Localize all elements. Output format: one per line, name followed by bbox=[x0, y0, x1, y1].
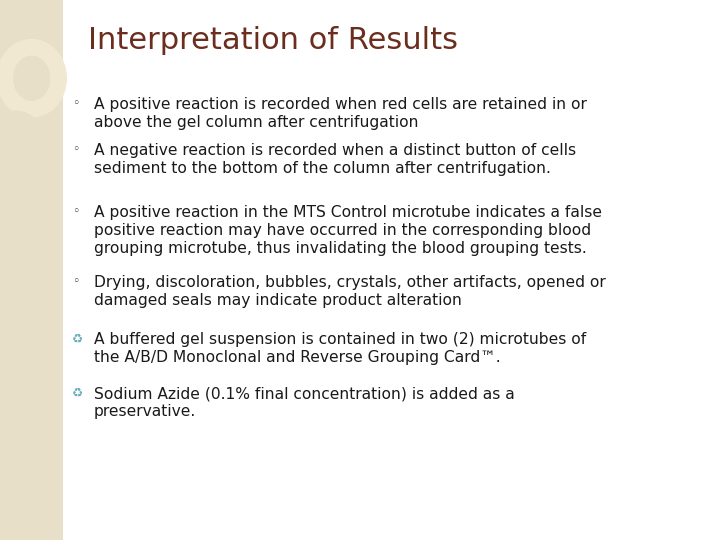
Text: A positive reaction in the MTS Control microtube indicates a false
positive reac: A positive reaction in the MTS Control m… bbox=[94, 205, 602, 256]
Text: Interpretation of Results: Interpretation of Results bbox=[88, 26, 458, 55]
Text: ◦: ◦ bbox=[72, 97, 79, 110]
Text: Drying, discoloration, bubbles, crystals, other artifacts, opened or
damaged sea: Drying, discoloration, bubbles, crystals… bbox=[94, 275, 606, 308]
Text: ◦: ◦ bbox=[72, 143, 79, 156]
Text: ♻: ♻ bbox=[72, 332, 84, 345]
Text: Sodium Azide (0.1% final concentration) is added as a
preservative.: Sodium Azide (0.1% final concentration) … bbox=[94, 386, 514, 419]
Text: ◦: ◦ bbox=[72, 205, 79, 218]
Text: A buffered gel suspension is contained in two (2) microtubes of
the A/B/D Monocl: A buffered gel suspension is contained i… bbox=[94, 332, 586, 365]
Text: ◦: ◦ bbox=[72, 275, 79, 288]
Text: A positive reaction is recorded when red cells are retained in or
above the gel : A positive reaction is recorded when red… bbox=[94, 97, 587, 130]
Text: A negative reaction is recorded when a distinct button of cells
sediment to the : A negative reaction is recorded when a d… bbox=[94, 143, 576, 176]
Text: ♻: ♻ bbox=[72, 386, 84, 399]
